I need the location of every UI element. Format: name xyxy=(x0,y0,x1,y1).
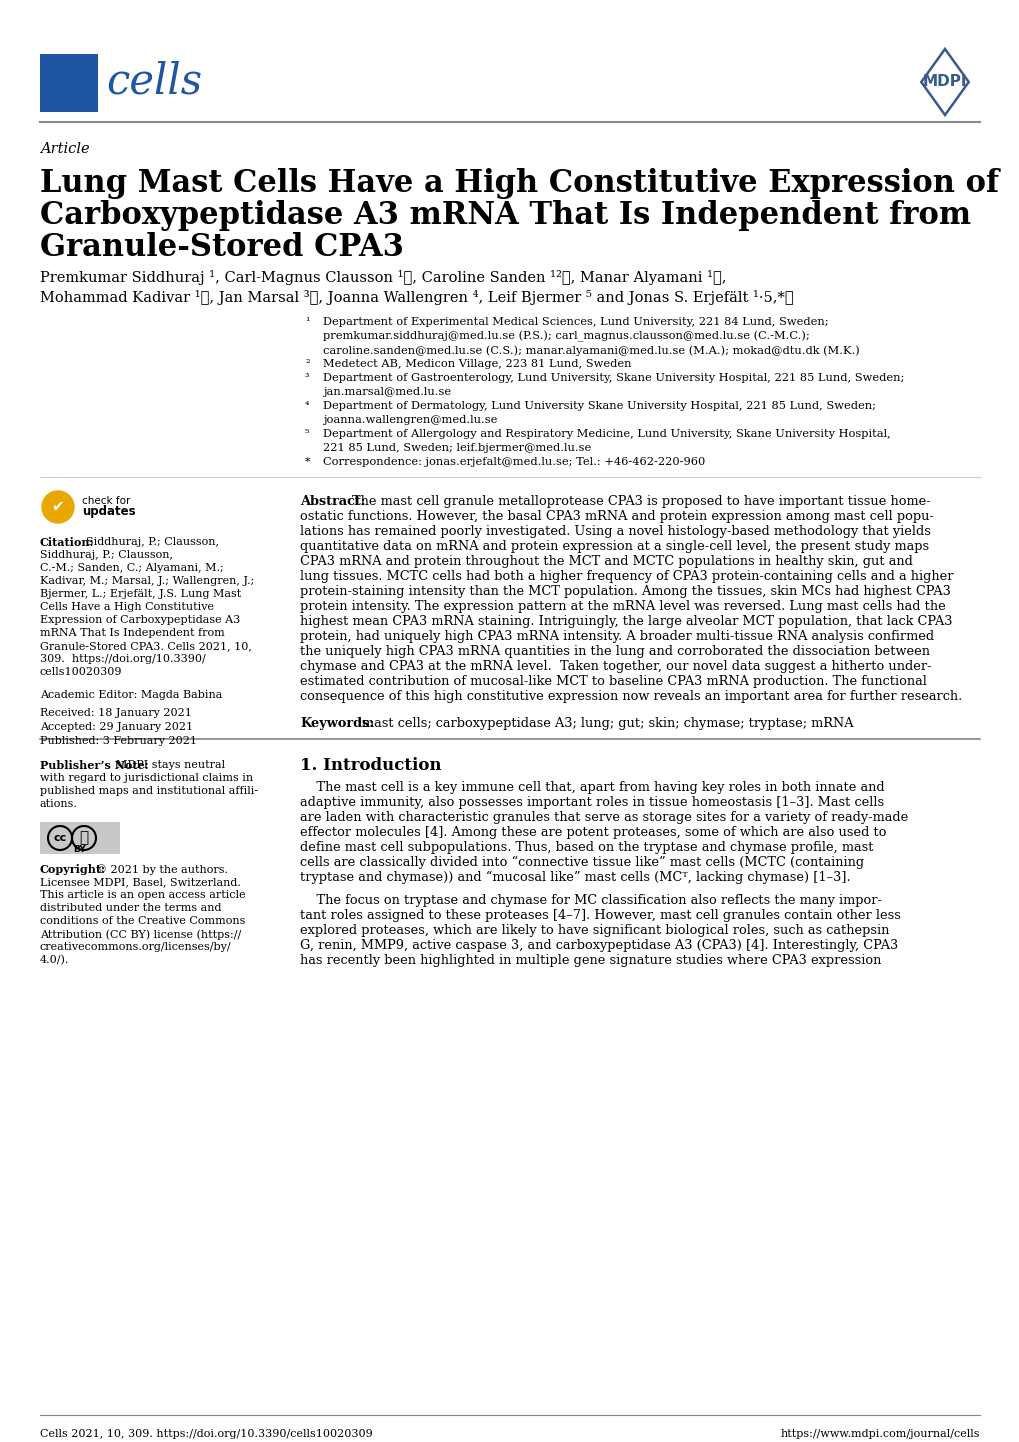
Text: This article is an open access article: This article is an open access article xyxy=(40,890,246,900)
Text: Publisher’s Note:: Publisher’s Note: xyxy=(40,760,149,771)
Text: *: * xyxy=(305,457,311,467)
Text: updates: updates xyxy=(82,505,136,518)
Text: the uniquely high CPA3 mRNA quantities in the lung and corroborated the dissocia: the uniquely high CPA3 mRNA quantities i… xyxy=(300,645,929,658)
Text: consequence of this high constitutive expression now reveals an important area f: consequence of this high constitutive ex… xyxy=(300,691,961,704)
Text: Abstract:: Abstract: xyxy=(300,495,365,508)
Text: tant roles assigned to these proteases [4–7]. However, mast cell granules contai: tant roles assigned to these proteases [… xyxy=(300,908,900,921)
Text: ⁵: ⁵ xyxy=(305,430,310,438)
Text: Department of Dermatology, Lund University Skane University Hospital, 221 85 Lun: Department of Dermatology, Lund Universi… xyxy=(323,401,875,411)
Text: 4.0/).: 4.0/). xyxy=(40,955,69,965)
Text: 1. Introduction: 1. Introduction xyxy=(300,757,441,774)
Text: Department of Allergology and Respiratory Medicine, Lund University, Skane Unive: Department of Allergology and Respirator… xyxy=(323,430,890,438)
Text: Attribution (CC BY) license (https://: Attribution (CC BY) license (https:// xyxy=(40,929,242,940)
Text: Department of Experimental Medical Sciences, Lund University, 221 84 Lund, Swede: Department of Experimental Medical Scien… xyxy=(323,317,827,327)
Text: Published: 3 February 2021: Published: 3 February 2021 xyxy=(40,735,197,746)
Text: The focus on tryptase and chymase for MC classification also reflects the many i: The focus on tryptase and chymase for MC… xyxy=(300,894,881,907)
Text: Siddhuraj, P.; Clausson,: Siddhuraj, P.; Clausson, xyxy=(40,549,173,559)
Text: ostatic functions. However, the basal CPA3 mRNA and protein expression among mas: ostatic functions. However, the basal CP… xyxy=(300,510,933,523)
Text: caroline.sanden@med.lu.se (C.S.); manar.alyamani@med.lu.se (M.A.); mokad@dtu.dk : caroline.sanden@med.lu.se (C.S.); manar.… xyxy=(323,345,859,356)
Text: Department of Gastroenterology, Lund University, Skane University Hospital, 221 : Department of Gastroenterology, Lund Uni… xyxy=(323,373,904,384)
Text: Premkumar Siddhuraj ¹, Carl-Magnus Clausson ¹ⓘ, Caroline Sanden ¹²ⓘ, Manar Alyam: Premkumar Siddhuraj ¹, Carl-Magnus Claus… xyxy=(40,270,726,286)
Text: ✔: ✔ xyxy=(52,499,64,515)
Text: are laden with characteristic granules that serve as storage sites for a variety: are laden with characteristic granules t… xyxy=(300,810,907,823)
Text: protein-staining intensity than the MCT population. Among the tissues, skin MCs : protein-staining intensity than the MCT … xyxy=(300,585,950,598)
Text: Mohammad Kadivar ¹ⓘ, Jan Marsal ³ⓘ, Joanna Wallengren ⁴, Leif Bjermer ⁵ and Jona: Mohammad Kadivar ¹ⓘ, Jan Marsal ³ⓘ, Joan… xyxy=(40,290,793,306)
Text: Cells 2021, 10, 309. https://doi.org/10.3390/cells10020309: Cells 2021, 10, 309. https://doi.org/10.… xyxy=(40,1429,372,1439)
Text: Licensee MDPI, Basel, Switzerland.: Licensee MDPI, Basel, Switzerland. xyxy=(40,877,240,887)
Text: cells10020309: cells10020309 xyxy=(40,668,122,676)
Text: Granule-Stored CPA3. Cells 2021, 10,: Granule-Stored CPA3. Cells 2021, 10, xyxy=(40,642,252,650)
Text: distributed under the terms and: distributed under the terms and xyxy=(40,903,221,913)
Text: https://www.mdpi.com/journal/cells: https://www.mdpi.com/journal/cells xyxy=(780,1429,979,1439)
Text: BY: BY xyxy=(73,845,87,855)
Bar xyxy=(40,53,98,112)
Text: Received: 18 January 2021: Received: 18 January 2021 xyxy=(40,708,192,718)
Text: premkumar.siddhuraj@med.lu.se (P.S.); carl_magnus.clausson@med.lu.se (C.-M.C.);: premkumar.siddhuraj@med.lu.se (P.S.); ca… xyxy=(323,332,809,342)
Text: ations.: ations. xyxy=(40,799,77,809)
Text: adaptive immunity, also possesses important roles in tissue homeostasis [1–3]. M: adaptive immunity, also possesses import… xyxy=(300,796,883,809)
Text: Bjermer, L.; Erjefält, J.S. Lung Mast: Bjermer, L.; Erjefält, J.S. Lung Mast xyxy=(40,588,242,598)
Text: cells are classically divided into “connective tissue like” mast cells (MCTC (co: cells are classically divided into “conn… xyxy=(300,857,863,870)
Text: Correspondence: jonas.erjefalt@med.lu.se; Tel.: +46-462-220-960: Correspondence: jonas.erjefalt@med.lu.se… xyxy=(323,457,704,467)
Text: protein intensity. The expression pattern at the mRNA level was reversed. Lung m: protein intensity. The expression patter… xyxy=(300,600,945,613)
Text: © 2021 by the authors.: © 2021 by the authors. xyxy=(96,864,228,875)
Text: define mast cell subpopulations. Thus, based on the tryptase and chymase profile: define mast cell subpopulations. Thus, b… xyxy=(300,841,872,854)
Text: Cells Have a High Constitutive: Cells Have a High Constitutive xyxy=(40,601,214,611)
Text: tryptase and chymase)) and “mucosal like” mast cells (MCᵀ, lacking chymase) [1–3: tryptase and chymase)) and “mucosal like… xyxy=(300,871,850,884)
Text: Article: Article xyxy=(40,141,90,156)
Text: Academic Editor: Magda Babina: Academic Editor: Magda Babina xyxy=(40,691,222,699)
Text: ⁴: ⁴ xyxy=(305,401,309,411)
Text: cells: cells xyxy=(106,61,202,102)
Text: The mast cell granule metalloprotease CPA3 is proposed to have important tissue : The mast cell granule metalloprotease CP… xyxy=(352,495,930,508)
Text: CPA3 mRNA and protein throughout the MCT and MCTC populations in healthy skin, g: CPA3 mRNA and protein throughout the MCT… xyxy=(300,555,912,568)
Text: cc: cc xyxy=(53,833,66,844)
Text: highest mean CPA3 mRNA staining. Intriguingly, the large alveolar MCT population: highest mean CPA3 mRNA staining. Intrigu… xyxy=(300,614,952,629)
Text: lations has remained poorly investigated. Using a novel histology-based methodol: lations has remained poorly investigated… xyxy=(300,525,930,538)
Text: 309.  https://doi.org/10.3390/: 309. https://doi.org/10.3390/ xyxy=(40,655,206,663)
Text: Kadivar, M.; Marsal, J.; Wallengren, J.;: Kadivar, M.; Marsal, J.; Wallengren, J.; xyxy=(40,575,254,585)
Text: estimated contribution of mucosal-like MCT to baseline CPA3 mRNA production. The: estimated contribution of mucosal-like M… xyxy=(300,675,926,688)
Text: MDPI stays neutral: MDPI stays neutral xyxy=(116,760,225,770)
Text: Ⓑ: Ⓑ xyxy=(79,831,89,845)
Text: Lung Mast Cells Have a High Constitutive Expression of: Lung Mast Cells Have a High Constitutive… xyxy=(40,169,999,199)
Text: C.-M.; Sanden, C.; Alyamani, M.;: C.-M.; Sanden, C.; Alyamani, M.; xyxy=(40,562,223,572)
Text: ³: ³ xyxy=(305,373,309,384)
Text: Carboxypeptidase A3 mRNA That Is Independent from: Carboxypeptidase A3 mRNA That Is Indepen… xyxy=(40,200,970,231)
Text: creativecommons.org/licenses/by/: creativecommons.org/licenses/by/ xyxy=(40,942,231,952)
Text: Accepted: 29 January 2021: Accepted: 29 January 2021 xyxy=(40,722,193,733)
Text: Medetect AB, Medicon Village, 223 81 Lund, Sweden: Medetect AB, Medicon Village, 223 81 Lun… xyxy=(323,359,631,369)
Circle shape xyxy=(42,490,74,523)
Text: jan.marsal@med.lu.se: jan.marsal@med.lu.se xyxy=(323,386,450,397)
Text: ¹: ¹ xyxy=(305,317,309,327)
Text: quantitative data on mRNA and protein expression at a single-cell level, the pre: quantitative data on mRNA and protein ex… xyxy=(300,539,928,552)
Bar xyxy=(40,822,120,854)
Text: mast cells; carboxypeptidase A3; lung; gut; skin; chymase; tryptase; mRNA: mast cells; carboxypeptidase A3; lung; g… xyxy=(362,717,853,730)
Text: Expression of Carboxypeptidase A3: Expression of Carboxypeptidase A3 xyxy=(40,614,240,624)
Text: 221 85 Lund, Sweden; leif.bjermer@med.lu.se: 221 85 Lund, Sweden; leif.bjermer@med.lu… xyxy=(323,443,591,453)
Text: Citation:: Citation: xyxy=(40,536,95,548)
Text: joanna.wallengren@med.lu.se: joanna.wallengren@med.lu.se xyxy=(323,415,497,425)
Text: conditions of the Creative Commons: conditions of the Creative Commons xyxy=(40,916,246,926)
Text: published maps and institutional affili-: published maps and institutional affili- xyxy=(40,786,258,796)
Text: protein, had uniquely high CPA3 mRNA intensity. A broader multi-tissue RNA analy: protein, had uniquely high CPA3 mRNA int… xyxy=(300,630,933,643)
Text: check for: check for xyxy=(82,496,130,506)
Text: chymase and CPA3 at the mRNA level.  Taken together, our novel data suggest a hi: chymase and CPA3 at the mRNA level. Take… xyxy=(300,660,930,673)
Text: mRNA That Is Independent from: mRNA That Is Independent from xyxy=(40,629,224,637)
Text: with regard to jurisdictional claims in: with regard to jurisdictional claims in xyxy=(40,773,253,783)
Text: MDPI: MDPI xyxy=(922,75,966,89)
Text: Keywords:: Keywords: xyxy=(300,717,374,730)
Text: effector molecules [4]. Among these are potent proteases, some of which are also: effector molecules [4]. Among these are … xyxy=(300,826,886,839)
Text: ²: ² xyxy=(305,359,310,369)
Text: Siddhuraj, P.; Clausson,: Siddhuraj, P.; Clausson, xyxy=(86,536,219,547)
Text: G, renin, MMP9, active caspase 3, and carboxypeptidase A3 (CPA3) [4]. Interestin: G, renin, MMP9, active caspase 3, and ca… xyxy=(300,939,898,952)
Text: has recently been highlighted in multiple gene signature studies where CPA3 expr: has recently been highlighted in multipl… xyxy=(300,955,880,968)
Text: Copyright:: Copyright: xyxy=(40,864,106,875)
Text: explored proteases, which are likely to have significant biological roles, such : explored proteases, which are likely to … xyxy=(300,924,889,937)
Text: The mast cell is a key immune cell that, apart from having key roles in both inn: The mast cell is a key immune cell that,… xyxy=(300,782,883,795)
Text: lung tissues. MCTC cells had both a higher frequency of CPA3 protein-containing : lung tissues. MCTC cells had both a high… xyxy=(300,570,953,583)
Text: Granule-Stored CPA3: Granule-Stored CPA3 xyxy=(40,232,404,262)
